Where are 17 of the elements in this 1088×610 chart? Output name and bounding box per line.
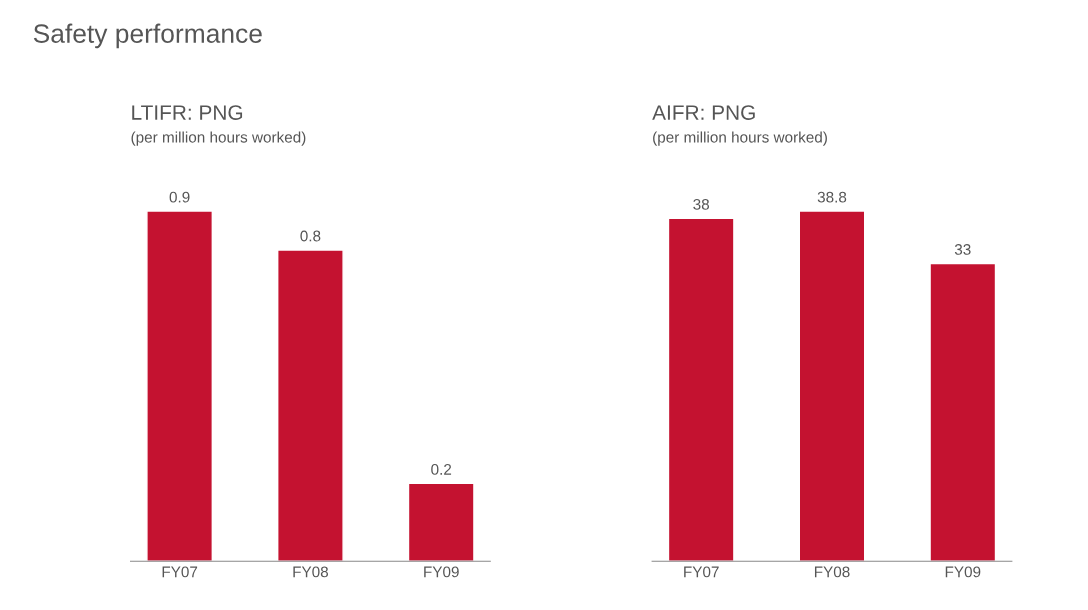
x-tick-label: FY09 xyxy=(424,566,459,578)
x-tick-label: FY07 xyxy=(684,566,719,578)
x-tick-label: FY09 xyxy=(945,566,981,578)
chart-title: AIFR: PNG xyxy=(652,105,755,120)
data-label: 0.2 xyxy=(431,464,452,475)
data-label: 0.8 xyxy=(300,230,321,242)
x-tick-label: FY08 xyxy=(814,566,850,578)
x-tick-label: FY07 xyxy=(162,566,198,578)
data-label: 38 xyxy=(693,198,710,210)
chart-subtitle: (per million hours worked) xyxy=(131,131,306,146)
chart-title: LTIFR: PNG xyxy=(132,105,243,120)
data-label: 38.8 xyxy=(817,191,847,203)
chart-subtitle: (per million hours worked) xyxy=(653,131,827,146)
data-label: 33 xyxy=(954,244,971,255)
text: Safety performance xyxy=(33,23,262,49)
data-label: 0.9 xyxy=(169,191,190,203)
x-tick-label: FY08 xyxy=(293,566,329,578)
